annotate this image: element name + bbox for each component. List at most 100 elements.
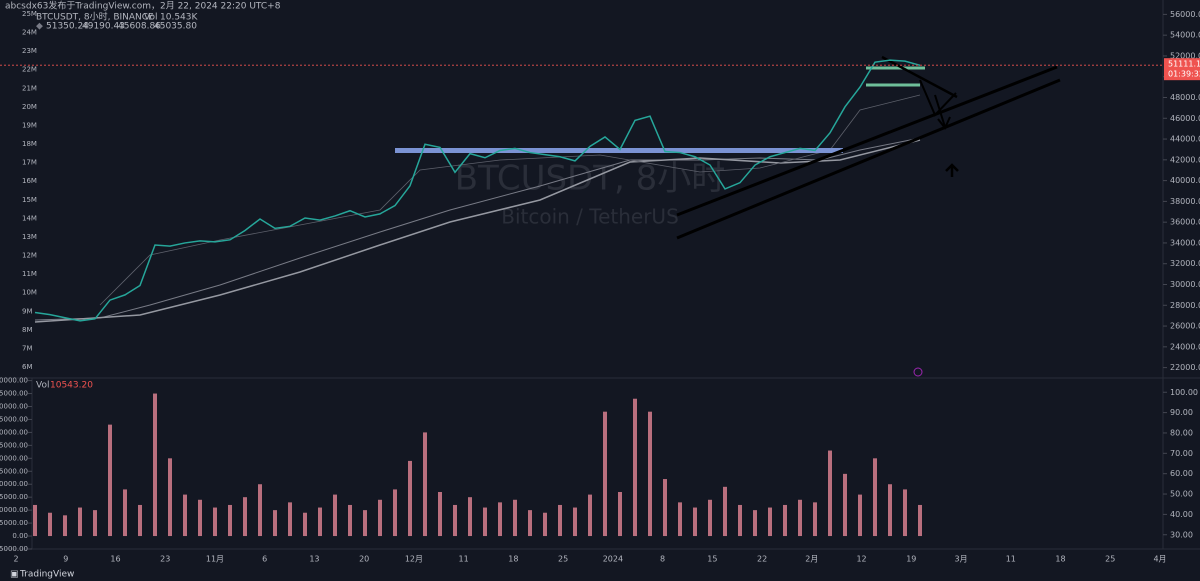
left-scale-label: 25M [22,10,37,18]
left-scale-label: 23M [22,47,37,55]
volume-bar [123,489,127,537]
volume-bar [603,411,607,537]
volume-bar [693,507,697,537]
time-axis-label: 11 [1006,555,1016,564]
left-scale-label: 7M [22,344,33,352]
moving-average [34,137,921,321]
time-axis-label: 9 [63,555,68,564]
volume-bar [783,504,787,537]
left-scale-label: 14M [22,214,37,222]
time-axis-label: 11 [459,555,469,564]
volume-bar [213,507,217,537]
volume-bar [288,502,292,537]
watermark-name: Bitcoin / TetherUS [501,205,679,229]
volume-bar [873,458,877,537]
y-tick-label: 54000.00 [1170,31,1200,40]
legend-symbol: BTCUSDT, 8小时, BINANCE [36,11,154,23]
left-scale-label: 19M [22,121,37,129]
countdown-label: 01:39:32 [1168,70,1200,79]
volume-y2-tick-label: 30.00 [1170,530,1193,539]
left-scale-label: 12M [22,252,37,260]
time-axis-label: 23 [160,555,170,564]
projection-arrow [934,94,946,128]
y-tick-label: 30000.00 [1170,280,1200,289]
volume-y2-tick-label: 80.00 [1170,428,1193,437]
volume-bar [798,499,802,537]
moving-average [34,139,921,323]
volume-bar [633,398,637,537]
volume-y-tick-label: -5000.00 [0,545,28,553]
left-scale-label: 10M [22,289,37,297]
footer-brand: TradingView [19,570,74,580]
volume-y-tick-label: 10000.00 [0,506,28,514]
volume-bar [753,510,757,537]
volume-bar [363,510,367,537]
y-tick-label: 28000.00 [1170,301,1200,310]
volume-bar [918,504,922,537]
left-scale-label: 9M [22,307,33,315]
volume-bar [393,489,397,537]
time-axis-label: 3月 [954,555,967,564]
time-axis-label: 19 [906,555,916,564]
y-tick-label: 52000.00 [1170,51,1200,60]
volume-y2-tick-label: 90.00 [1170,408,1193,417]
time-axis-label: 2月 [805,555,818,564]
left-scale-label: 16M [22,177,37,185]
event-icon [913,367,923,377]
price-line [34,59,921,322]
volume-bar [303,512,307,537]
time-axis-label: 2 [13,555,18,564]
volume-bar [558,504,562,537]
volume-legend-value: 10543.20 [50,381,93,391]
y-tick-label: 22000.00 [1170,363,1200,372]
y-tick-label: 48000.00 [1170,93,1200,102]
volume-bar [618,492,622,537]
up-arrow [945,163,959,172]
volume-bar [528,510,532,537]
legend-ma-value: 51350.24 [46,22,89,32]
y-tick-label: 32000.00 [1170,259,1200,268]
volume-bar [33,504,37,537]
volume-y2-tick-label: 60.00 [1170,469,1193,478]
time-axis-label: 8 [660,555,665,564]
volume-y-tick-label: 30000.00 [0,454,28,462]
volume-bar [438,492,442,537]
y-tick-label: 42000.00 [1170,155,1200,164]
left-scale-label: 22M [22,66,37,74]
volume-y2-tick-label: 70.00 [1170,449,1193,458]
volume-bar [378,499,382,537]
volume-bar [543,512,547,537]
volume-bar [678,502,682,537]
volume-y-tick-label: 0.00 [12,532,28,540]
volume-bar [333,494,337,537]
legend-ma-value: 45035.80 [154,22,197,32]
volume-y-tick-label: 25000.00 [0,467,28,475]
left-scale-label: 8M [22,326,33,334]
volume-legend-label: Vol [36,381,49,391]
volume-bar [408,460,412,537]
volume-bar [858,494,862,537]
volume-bar [723,486,727,537]
volume-bar [153,393,157,537]
volume-bar [663,479,667,537]
left-scale-label: 6M [22,363,33,371]
volume-bar [588,494,592,537]
y-tick-label: 56000.00 [1170,10,1200,19]
uptrend-line [676,65,1058,217]
left-scale-label: 15M [22,196,37,204]
legend-volume-label: Vol [144,13,157,23]
arrow-head [937,116,951,130]
last-price-box [1164,58,1200,81]
header-title: abcsdx63发布于TradingView.com，2月 22, 2024 2… [5,0,281,12]
volume-bar [273,510,277,537]
time-axis-label: 12 [856,555,866,564]
volume-bar [813,502,817,537]
y-tick-label: 38000.00 [1170,197,1200,206]
volume-bar [138,504,142,537]
volume-bar [903,489,907,537]
downtrend-line [881,55,958,99]
last-price-label: 51111.18 [1168,60,1200,69]
volume-bar [78,507,82,537]
volume-bar [888,484,892,537]
